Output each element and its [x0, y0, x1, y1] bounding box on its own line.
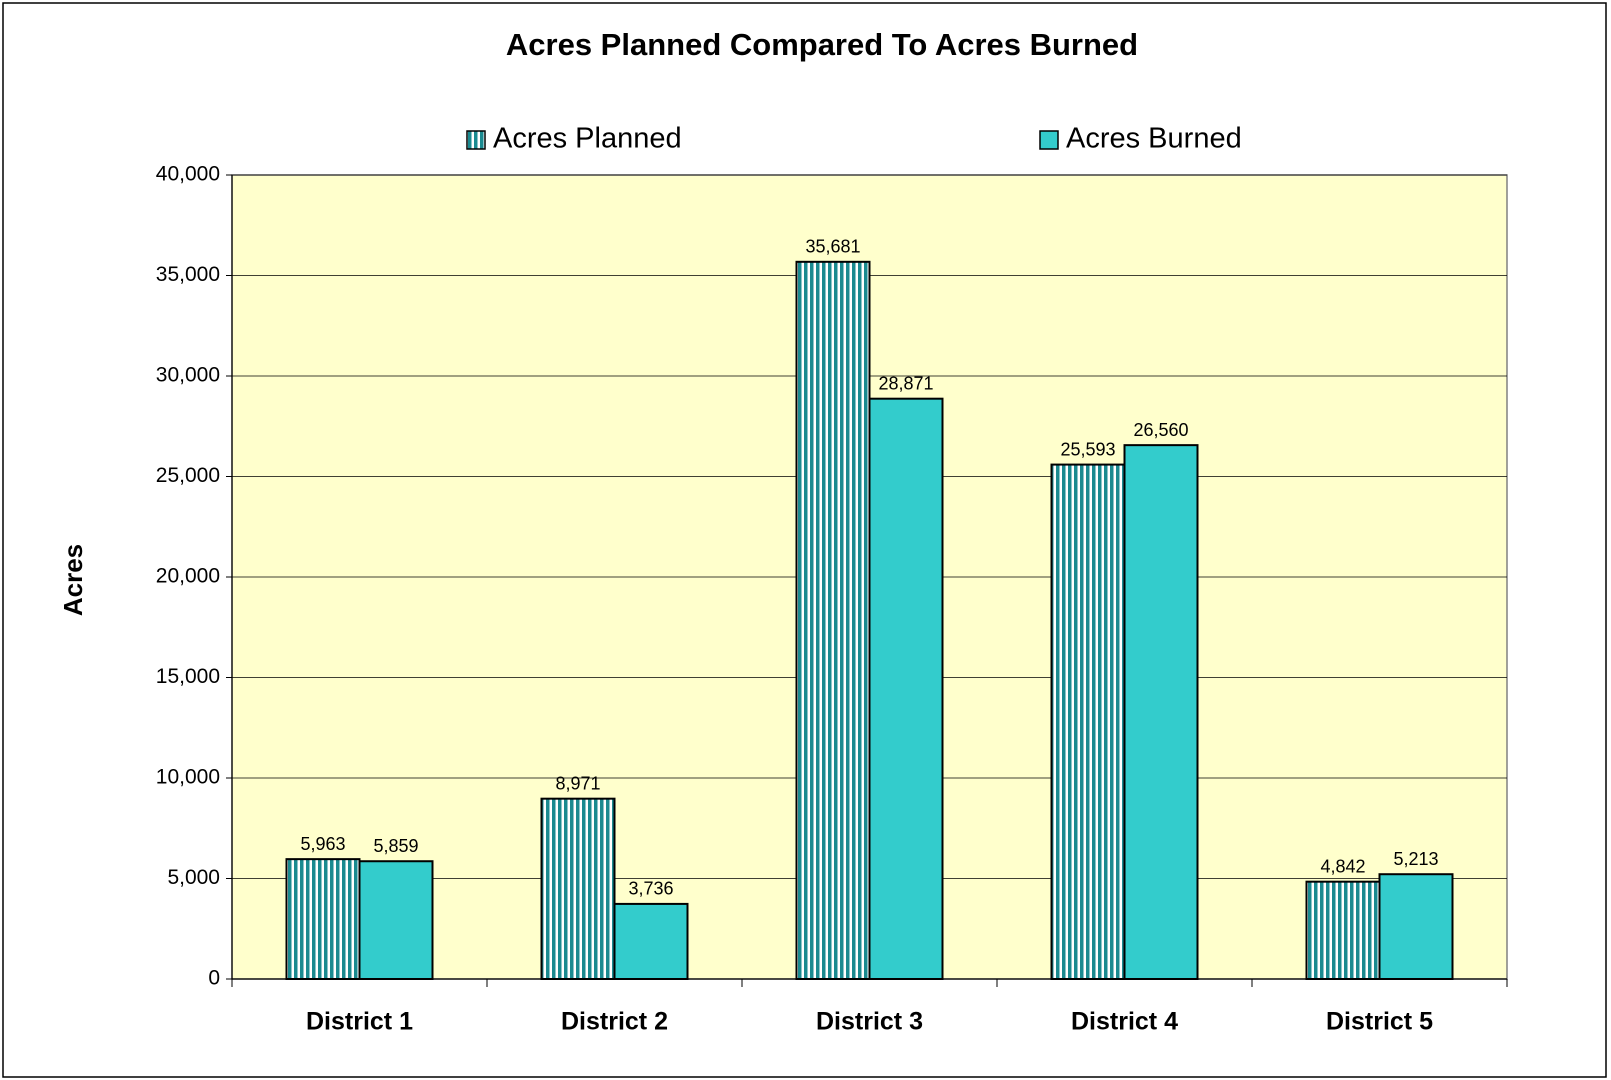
bar — [868, 397, 944, 981]
value-label: 28,871 — [878, 373, 933, 393]
bar — [1305, 880, 1381, 980]
bar — [540, 797, 616, 981]
x-tick-label: District 2 — [561, 1008, 668, 1036]
x-tick-label: District 1 — [306, 1008, 413, 1036]
bar — [1050, 463, 1126, 980]
value-label: 26,560 — [1133, 420, 1188, 440]
bar — [358, 860, 434, 980]
legend-label: Acres Planned — [493, 123, 682, 155]
bar — [285, 858, 361, 980]
x-tick-label: District 4 — [1071, 1008, 1178, 1036]
y-tick-label: 10,000 — [156, 766, 220, 789]
y-axis-label: Acres — [58, 544, 88, 616]
y-tick-label: 40,000 — [156, 163, 220, 186]
y-tick-label: 20,000 — [156, 565, 220, 588]
value-label: 5,963 — [300, 834, 345, 854]
bar — [613, 902, 689, 980]
bar — [1123, 444, 1199, 981]
value-label: 25,593 — [1060, 439, 1115, 459]
y-tick-label: 0 — [208, 967, 220, 990]
legend-swatch — [1039, 130, 1059, 150]
y-tick-label: 25,000 — [156, 464, 220, 487]
chart-title: Acres Planned Compared To Acres Burned — [506, 27, 1138, 62]
value-label: 3,736 — [628, 879, 673, 899]
value-label: 5,213 — [1393, 849, 1438, 869]
y-tick-label: 35,000 — [156, 263, 220, 286]
y-tick-label: 15,000 — [156, 665, 220, 688]
x-tick-label: District 5 — [1326, 1008, 1433, 1036]
legend-swatch — [466, 130, 486, 150]
y-tick-label: 5,000 — [167, 866, 220, 889]
y-tick-label: 30,000 — [156, 364, 220, 387]
value-label: 8,971 — [555, 773, 600, 793]
bar — [1378, 873, 1454, 980]
bar — [795, 260, 871, 980]
x-tick-label: District 3 — [816, 1008, 923, 1036]
value-label: 35,681 — [805, 237, 860, 257]
value-label: 5,859 — [373, 836, 418, 856]
value-label: 4,842 — [1320, 856, 1365, 876]
legend-label: Acres Burned — [1066, 123, 1242, 155]
